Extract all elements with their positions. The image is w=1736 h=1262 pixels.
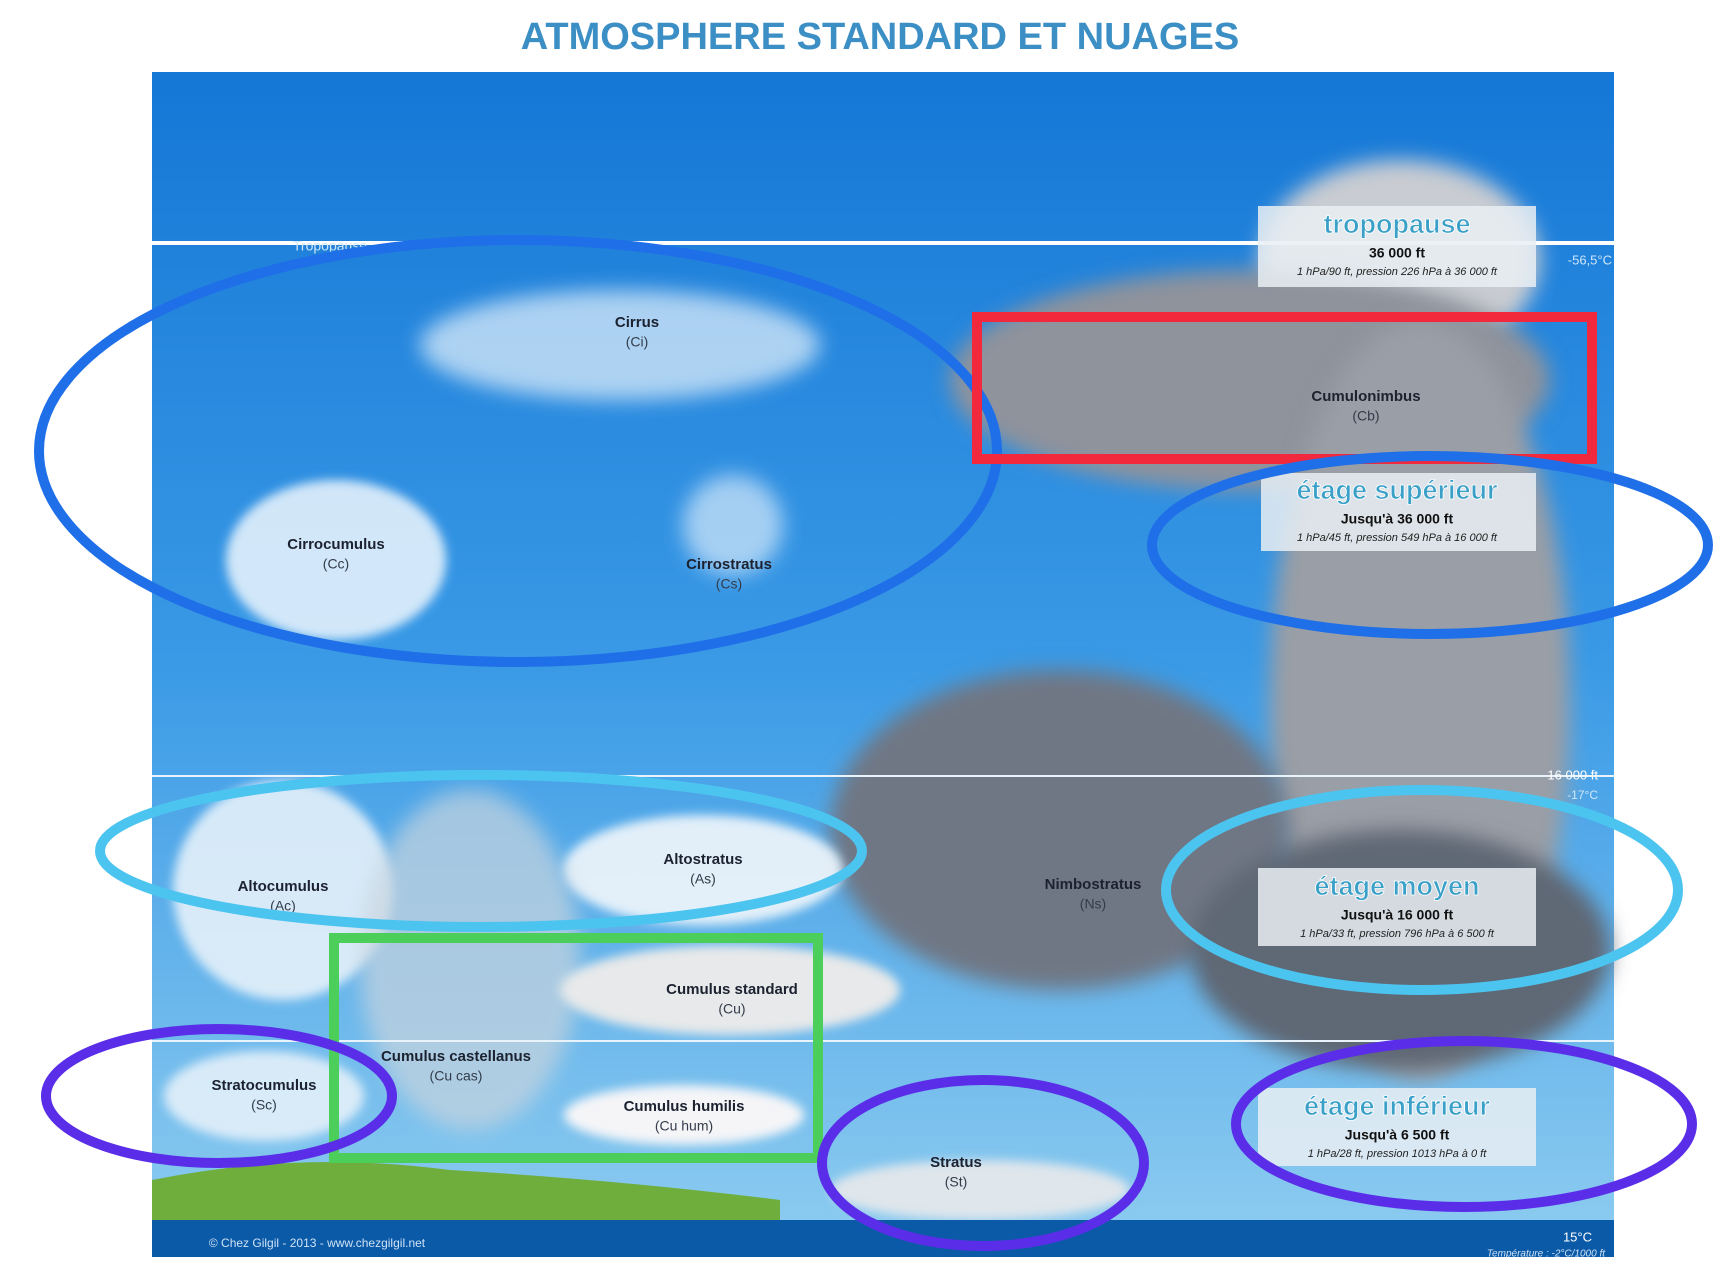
cloud-abbr: (Ci) xyxy=(626,334,649,350)
cloud-abbr: (St) xyxy=(945,1174,968,1190)
level-title: étage inférieur xyxy=(1304,1091,1491,1121)
cloud-name: Cumulus standard xyxy=(666,981,798,998)
level-note: 1 hPa/90 ft, pression 226 hPa à 36 000 f… xyxy=(1297,266,1498,278)
altitude-label: 16 000 ft xyxy=(1547,767,1598,782)
gradient: Température : -2°C/1000 ft xyxy=(1487,1249,1606,1257)
cloud-name: Cirrocumulus xyxy=(287,536,385,553)
cloud-name: Stratus xyxy=(930,1154,982,1171)
level-note: 1 hPa/28 ft, pression 1013 hPa à 0 ft xyxy=(1308,1148,1488,1160)
level-note: 1 hPa/33 ft, pression 796 hPa à 6 500 ft xyxy=(1300,928,1495,940)
level-altitude: 36 000 ft xyxy=(1369,245,1425,261)
cloud-name: Stratocumulus xyxy=(211,1077,316,1094)
cloud-abbr: (Cu hum) xyxy=(655,1118,713,1134)
cloud-name: Cirrostratus xyxy=(686,556,772,573)
cloud-abbr: (Cu cas) xyxy=(430,1068,483,1084)
title: ATMOSPHERE STANDARD ET NUAGES xyxy=(521,16,1240,58)
level-note: 1 hPa/45 ft, pression 549 hPa à 16 000 f… xyxy=(1297,532,1498,544)
diagram: ATMOSPHERE STANDARD ET NUAGES Tropopause… xyxy=(0,0,1736,1257)
cloud-name: Cumulonimbus xyxy=(1311,388,1420,405)
cloud-abbr: (Cc) xyxy=(323,556,349,572)
level-altitude: Jusqu'à 16 000 ft xyxy=(1341,907,1454,923)
level-title: tropopause xyxy=(1323,209,1470,239)
cloud-name: Cumulus humilis xyxy=(624,1098,745,1115)
cloud-name: Cumulus castellanus xyxy=(381,1048,531,1065)
cloud-abbr: (Cs) xyxy=(716,576,742,592)
cloud-name: Nimbostratus xyxy=(1045,876,1142,893)
level-title: étage supérieur xyxy=(1296,475,1498,505)
cloud-abbr: (Ns) xyxy=(1080,896,1106,912)
cloud-name: Cirrus xyxy=(615,314,659,331)
cloud-name: Altocumulus xyxy=(238,878,329,895)
cloud-name: Altostratus xyxy=(663,851,742,868)
temp-label: -56,5°C xyxy=(1568,252,1612,267)
cloud-abbr: (Sc) xyxy=(251,1097,277,1113)
level-altitude: Jusqu'à 6 500 ft xyxy=(1345,1127,1450,1143)
credit: © Chez Gilgil - 2013 - www.chezgilgil.ne… xyxy=(209,1236,426,1250)
cloud-abbr: (Cb) xyxy=(1352,408,1379,424)
cloud-abbr: (Cu) xyxy=(718,1001,745,1017)
level-title: étage moyen xyxy=(1314,871,1479,901)
cloud-abbr: (As) xyxy=(690,871,716,887)
ground-temp: 15°C xyxy=(1563,1229,1592,1244)
level-altitude: Jusqu'à 36 000 ft xyxy=(1341,511,1454,527)
temp-label: -17°C xyxy=(1567,788,1598,802)
